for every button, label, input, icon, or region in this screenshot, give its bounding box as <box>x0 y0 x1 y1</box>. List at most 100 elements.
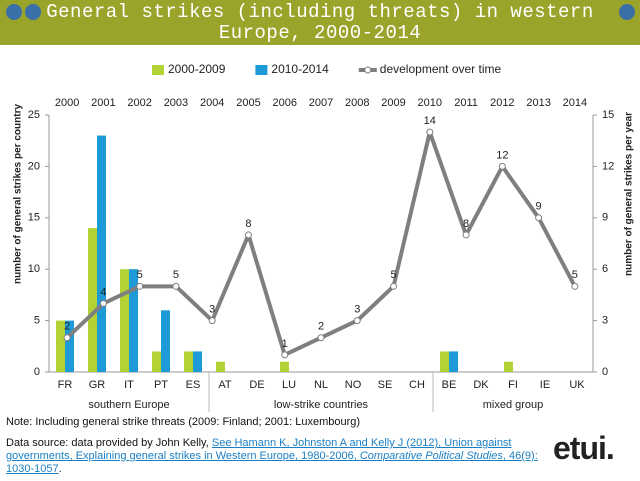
bar <box>120 269 129 372</box>
bar <box>97 135 106 372</box>
y2-tick-label: 9 <box>602 212 608 224</box>
line-marker <box>535 214 543 222</box>
logo: etui. <box>553 430 615 466</box>
data-label: 12 <box>496 149 508 161</box>
legend-label: 2000-2009 <box>168 62 226 76</box>
legend-label: development over time <box>380 62 502 76</box>
line-marker <box>498 162 506 170</box>
year-label: 2011 <box>454 97 478 109</box>
x-tick-label: SE <box>378 379 393 391</box>
year-label: 2001 <box>91 97 115 109</box>
legend-swatch <box>152 65 164 75</box>
note: Note: Including general strike threats (… <box>6 416 361 428</box>
y-tick-label: 5 <box>34 315 40 327</box>
line-marker <box>172 282 180 290</box>
y-tick-label: 10 <box>28 263 40 275</box>
line-marker <box>63 334 71 342</box>
legend-marker <box>364 66 372 74</box>
year-label: 2002 <box>127 97 151 109</box>
source-prefix: Data source: data provided by John Kelly… <box>6 437 212 449</box>
bar <box>184 351 193 372</box>
x-tick-label: CH <box>409 379 425 391</box>
x-tick-label: IT <box>124 379 134 391</box>
data-label: 5 <box>390 269 396 281</box>
x-tick-label: NL <box>314 379 328 391</box>
chart-title: Europe, 2000-2014 <box>219 22 421 44</box>
line-marker <box>390 282 398 290</box>
info-icon[interactable] <box>619 4 635 20</box>
year-label: 2009 <box>381 97 405 109</box>
x-tick-label: IE <box>540 379 550 391</box>
data-label: 8 <box>463 218 469 230</box>
y2-tick-label: 12 <box>602 160 614 172</box>
line-marker <box>281 351 289 359</box>
y2-tick-label: 0 <box>602 366 608 378</box>
data-label: 5 <box>572 269 578 281</box>
source-end: . <box>58 463 62 475</box>
bar <box>152 351 161 372</box>
x-tick-label: AT <box>218 379 232 391</box>
year-label: 2012 <box>490 97 514 109</box>
x-tick-label: UK <box>569 379 585 391</box>
group-label: mixed group <box>483 399 544 411</box>
data-label: 14 <box>424 115 436 127</box>
x-tick-label: BE <box>442 379 457 391</box>
x-tick-label: LU <box>282 379 296 391</box>
back-icon[interactable] <box>25 4 41 20</box>
data-label: 2 <box>318 321 324 333</box>
source-tail: , 46(9): 1030-1057 <box>6 450 538 475</box>
y-tick-label: 20 <box>28 160 40 172</box>
data-label: 3 <box>354 304 360 316</box>
line-marker <box>136 282 144 290</box>
y2-tick-label: 6 <box>602 263 608 275</box>
bar <box>129 269 138 372</box>
x-tick-label: PT <box>154 379 168 391</box>
group-label: low-strike countries <box>274 399 369 411</box>
y-tick-label: 25 <box>28 109 40 121</box>
bar <box>449 351 458 372</box>
bar <box>88 228 97 372</box>
y-tick-label: 0 <box>34 366 40 378</box>
bar <box>65 320 74 372</box>
year-label: 2000 <box>55 97 79 109</box>
data-label: 1 <box>282 338 288 350</box>
source: Data source: data provided by John Kelly… <box>6 437 546 476</box>
bar <box>280 361 289 372</box>
bar <box>504 361 513 372</box>
year-label: 2007 <box>309 97 333 109</box>
data-label: 4 <box>100 286 106 298</box>
x-tick-label: NO <box>345 379 362 391</box>
data-label: 5 <box>137 269 143 281</box>
year-label: 2008 <box>345 97 369 109</box>
legend-label: 2010-2014 <box>271 62 329 76</box>
line-marker <box>244 231 252 239</box>
year-label: 2010 <box>418 97 442 109</box>
source-link-text: See Hamann K, Johnston A and Kelly J (20… <box>6 437 512 462</box>
data-label: 2 <box>64 321 70 333</box>
line-marker <box>317 334 325 342</box>
data-label: 9 <box>536 201 542 213</box>
line-marker <box>208 317 216 325</box>
source-link[interactable]: See Hamann K, Johnston A and Kelly J (20… <box>6 437 538 475</box>
journal: Comparative Political Studies <box>359 450 503 462</box>
line-marker <box>571 282 579 290</box>
year-label: 2013 <box>526 97 550 109</box>
x-tick-label: ES <box>186 379 201 391</box>
x-tick-label: FR <box>58 379 73 391</box>
year-label: 2006 <box>272 97 296 109</box>
line-marker <box>353 317 361 325</box>
legend-swatch <box>255 65 268 75</box>
chart: General strikes (including threats) in w… <box>0 0 640 412</box>
year-label: 2005 <box>236 97 260 109</box>
chart-title: General strikes (including threats) in w… <box>46 1 594 23</box>
data-label: 3 <box>209 304 215 316</box>
year-label: 2014 <box>563 97 587 109</box>
group-label: southern Europe <box>88 399 169 411</box>
home-icon[interactable] <box>6 4 22 20</box>
x-tick-label: DE <box>249 379 264 391</box>
data-label: 5 <box>173 269 179 281</box>
bar <box>216 361 225 372</box>
y2-tick-label: 15 <box>602 109 614 121</box>
bar <box>56 320 65 372</box>
